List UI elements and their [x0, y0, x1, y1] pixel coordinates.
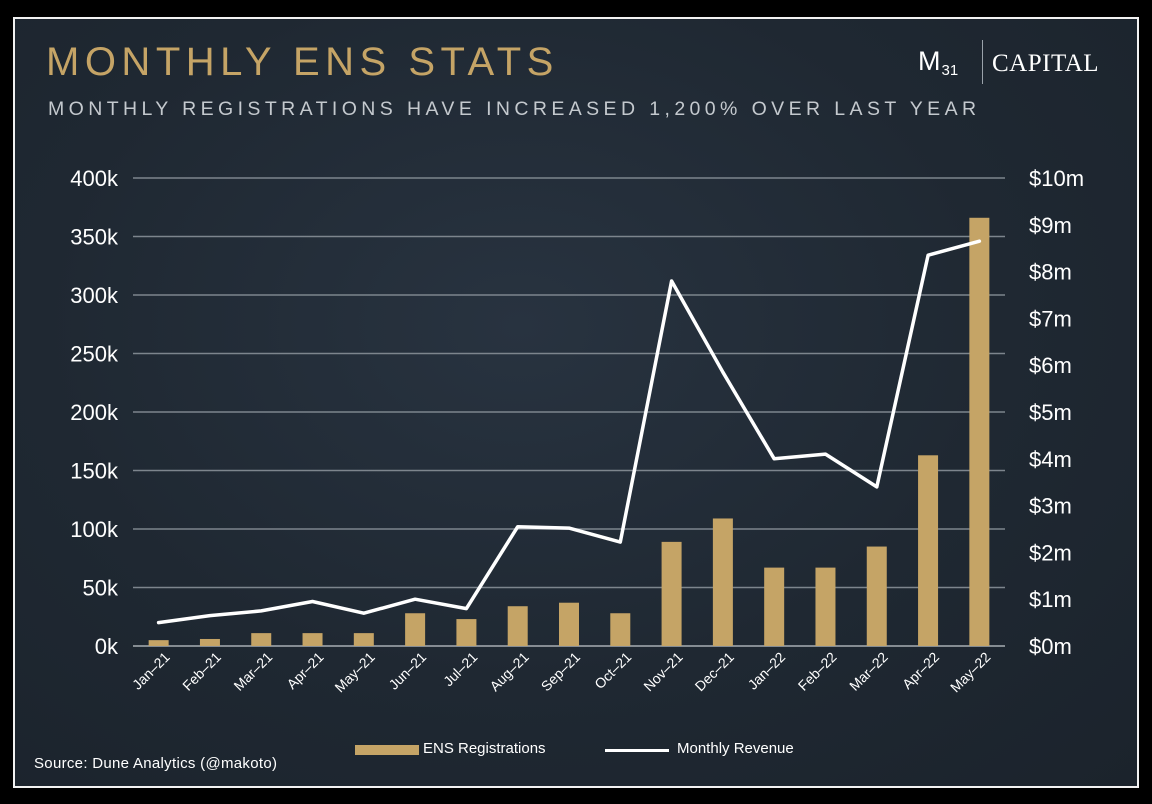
registration-bar — [456, 619, 477, 646]
x-tick-label: Nov–21 — [640, 649, 686, 695]
registration-bar — [969, 217, 990, 646]
x-tick-label: Apr–21 — [283, 649, 326, 692]
right-tick-label: $7m — [1029, 306, 1072, 331]
chart-title: MONTHLY ENS STATS — [46, 40, 559, 84]
x-tick-label: Oct–21 — [591, 649, 634, 692]
registration-bar — [815, 567, 836, 646]
registration-bar — [353, 633, 374, 646]
right-tick-label: $9m — [1029, 213, 1072, 238]
registration-bar — [148, 640, 169, 646]
logo-wordmark: CAPITAL — [992, 50, 1100, 77]
registration-bar — [559, 602, 579, 646]
revenue-line-layer — [156, 239, 982, 625]
x-tick-label: Jul–21 — [440, 649, 481, 690]
registration-bar — [610, 613, 631, 646]
legend-label-registrations: ENS Registrations — [423, 740, 546, 757]
left-tick-label: 50k — [83, 576, 119, 601]
left-tick-label: 200k — [70, 400, 119, 425]
logo-mark: M31 — [918, 46, 958, 79]
right-tick-label: $6m — [1029, 353, 1072, 378]
left-tick-label: 150k — [70, 459, 119, 484]
left-axis: 0k 50k 100k 150k 200k 250k 300k 350k 400k — [70, 166, 119, 659]
x-tick-label: Feb–21 — [179, 649, 224, 694]
registration-bar — [918, 455, 939, 646]
right-tick-label: $10m — [1029, 166, 1084, 191]
x-tick-label: Jan–22 — [745, 649, 789, 693]
registration-bar — [712, 518, 733, 646]
x-tick-label: May–22 — [947, 649, 994, 696]
x-tick-label: Feb–22 — [795, 649, 840, 694]
x-tick-label: Aug–21 — [486, 649, 532, 695]
registration-bar — [764, 567, 785, 646]
registrations-bars — [148, 217, 990, 646]
x-tick-label: Mar–22 — [846, 649, 891, 694]
left-tick-label: 300k — [70, 283, 119, 308]
left-tick-label: 350k — [70, 225, 119, 250]
registration-bar — [866, 546, 887, 646]
x-tick-label: May–21 — [331, 649, 378, 696]
left-tick-label: 100k — [70, 517, 119, 542]
registration-bar — [661, 541, 682, 646]
source-note: Source: Dune Analytics (@makoto) — [34, 755, 278, 772]
left-tick-label: 250k — [70, 342, 119, 367]
registration-bar — [251, 633, 272, 646]
right-tick-label: $1m — [1029, 587, 1072, 612]
legend-swatch-revenue — [605, 749, 669, 752]
logo-mark-sub: 31 — [941, 62, 959, 79]
right-tick-label: $5m — [1029, 400, 1072, 425]
x-tick-label: Sep–21 — [538, 649, 584, 695]
chart-panel — [13, 17, 1139, 788]
x-tick-label: Apr–22 — [899, 649, 942, 692]
logo-mark-letter: M — [918, 46, 941, 76]
right-tick-label: $8m — [1029, 260, 1072, 285]
x-tick-label: Mar–21 — [230, 649, 275, 694]
right-tick-label: $3m — [1029, 494, 1072, 519]
registration-bar — [405, 613, 426, 646]
registration-bar — [199, 638, 220, 646]
right-tick-label: $0m — [1029, 634, 1072, 659]
legend-label-revenue: Monthly Revenue — [677, 740, 794, 757]
left-tick-label: 0k — [95, 634, 119, 659]
right-axis: $0m $1m $2m $3m $4m $5m $6m $7m $8m $9m $10m — [1029, 166, 1084, 659]
x-tick-label: Jun–21 — [385, 649, 429, 693]
x-tick-label: Dec–21 — [692, 649, 738, 695]
right-tick-label: $2m — [1029, 540, 1072, 565]
revenue-line — [156, 239, 982, 625]
right-tick-label: $4m — [1029, 447, 1072, 472]
left-tick-label: 400k — [70, 166, 119, 191]
chart-subtitle: MONTHLY REGISTRATIONS HAVE INCREASED 1,2… — [48, 98, 981, 120]
registration-bar — [302, 633, 323, 646]
x-axis: Jan–21 Feb–21 Mar–21 Apr–21 May–21 Jun–21 Jul–… — [129, 649, 994, 696]
logo-divider — [982, 40, 983, 84]
registration-bar — [507, 606, 528, 646]
x-tick-label: Jan–21 — [129, 649, 173, 693]
legend-swatch-registrations — [355, 745, 419, 755]
